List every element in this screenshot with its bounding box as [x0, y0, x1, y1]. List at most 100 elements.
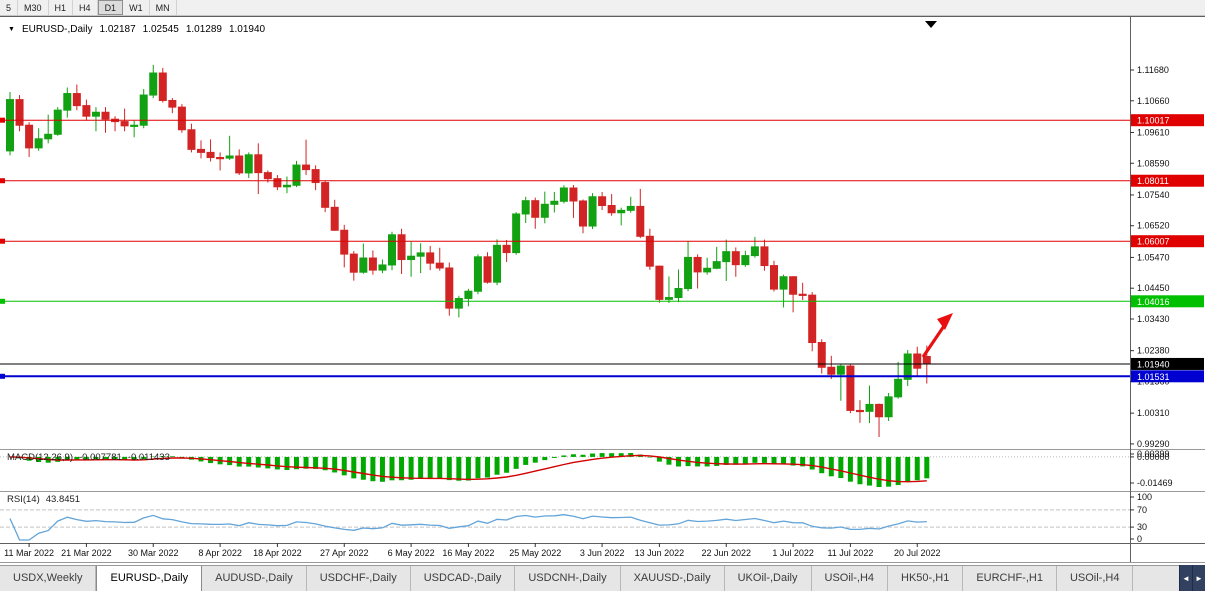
candle-body: [712, 261, 721, 269]
candle-body: [789, 276, 798, 295]
chart-tab-usdcad-daily[interactable]: USDCAD-,Daily: [410, 566, 516, 591]
candle-body: [664, 297, 673, 300]
macd-axis-label: 0.00399: [1137, 449, 1170, 459]
timeframe-m30[interactable]: M30: [18, 0, 49, 15]
candle-body: [855, 409, 864, 413]
price-tag: [1131, 174, 1204, 187]
price-axis-label: 1.06520: [1137, 221, 1170, 231]
chart-tab-usdchf-daily[interactable]: USDCHF-,Daily: [306, 566, 411, 591]
date-axis-label: 16 May 2022: [442, 548, 494, 558]
candle-body: [483, 256, 492, 283]
candle-body: [684, 256, 693, 290]
candle-body: [187, 129, 196, 150]
tab-scroll-right-button[interactable]: ►: [1192, 565, 1205, 591]
candle-body: [607, 205, 616, 214]
candle-body: [397, 234, 406, 261]
price-axis-label: 1.09610: [1137, 127, 1170, 137]
chart-area: 1.11680 1.10660 1.09610 1.08590 1.07540 1.065…: [0, 16, 1205, 565]
candle-body: [72, 93, 81, 107]
candle-body: [464, 290, 473, 299]
candle-body: [416, 252, 425, 257]
macd-signal-line: [9, 454, 927, 483]
chart-tab-hk50-h1[interactable]: HK50-,H1: [888, 566, 964, 591]
chart-canvas[interactable]: 1.11680 1.10660 1.09610 1.08590 1.07540 1.065…: [0, 16, 1205, 565]
line-left-marker: [0, 238, 5, 244]
horizontal-level-line[interactable]: 1.08011: [0, 174, 1204, 187]
timeframe-h4[interactable]: H4: [73, 0, 98, 15]
date-axis-label: 18 Apr 2022: [253, 548, 302, 558]
price-tag-label: 1.04016: [1137, 297, 1170, 307]
timeframe-mn[interactable]: MN: [150, 0, 177, 15]
price-axis-label: 1.00310: [1137, 408, 1170, 418]
candle-body: [158, 72, 167, 101]
timeframe-w1[interactable]: W1: [123, 0, 150, 15]
chart-tab-usoil-h4[interactable]: USOil-,H4: [811, 566, 889, 591]
price-axis-label: 1.10660: [1137, 96, 1170, 106]
candle-body: [770, 265, 778, 290]
trend-arrow-annotation[interactable]: [921, 313, 953, 358]
chart-tab-usdcnh-daily[interactable]: USDCNH-,Daily: [515, 566, 621, 591]
candle-body: [894, 378, 903, 398]
candle-body: [101, 111, 110, 120]
candle-body: [120, 121, 129, 127]
candle-body: [741, 255, 750, 266]
candle-body: [579, 200, 587, 227]
candle-body: [875, 403, 884, 418]
candle-body: [779, 276, 788, 290]
price-tag: [1131, 295, 1204, 308]
candle-body: [817, 342, 826, 368]
price-tag: [1131, 114, 1204, 127]
price-axis-label: 1.04450: [1137, 283, 1170, 293]
candle-body: [588, 196, 597, 227]
horizontal-level-line[interactable]: 1.01531: [0, 370, 1204, 383]
candle-body: [197, 148, 205, 153]
rsi-axis-label: 30: [1137, 522, 1147, 532]
tab-scroll-left-button[interactable]: ◄: [1179, 565, 1192, 591]
candle-body: [340, 229, 349, 255]
chart-tab-xauusd-daily[interactable]: XAUUSD-,Daily: [620, 566, 725, 591]
chart-tab-eurusd-daily[interactable]: EURUSD-,Daily: [96, 566, 203, 591]
candle-body: [750, 246, 759, 257]
date-axis-label: 21 Mar 2022: [61, 548, 112, 558]
line-left-marker: [0, 178, 5, 184]
price-axis-label: 1.08590: [1137, 158, 1170, 168]
horizontal-level-line[interactable]: 1.06007: [0, 235, 1204, 248]
date-axis[interactable]: 11 Mar 2022 21 Mar 2022 30 Mar 2022 8 Apr 2…: [4, 543, 941, 558]
candle-body: [521, 200, 530, 215]
date-axis-label: 30 Mar 2022: [128, 548, 179, 558]
chart-tab-eurchf-h1[interactable]: EURCHF-,H1: [963, 566, 1057, 591]
candle-body: [302, 164, 311, 171]
timeframe-d1[interactable]: D1: [97, 0, 124, 15]
horizontal-level-line[interactable]: 1.04016: [0, 295, 1204, 308]
price-axis-label: 1.11680: [1137, 65, 1169, 75]
timeframe-h1[interactable]: H1: [49, 0, 74, 15]
candle-body: [388, 234, 396, 266]
candle-body: [149, 72, 158, 96]
chart-tab-audusd-daily[interactable]: AUDUSD-,Daily: [202, 566, 307, 591]
candle-body: [454, 297, 463, 309]
candle-body: [473, 256, 482, 292]
line-left-marker: [0, 117, 5, 123]
chart-tab-usoil-h4[interactable]: USOil-,H4: [1056, 566, 1134, 591]
candle-body: [445, 267, 454, 309]
horizontal-level-line[interactable]: 1.10017: [0, 114, 1204, 127]
tab-scroll-arrows: ◄ ►: [1179, 565, 1205, 591]
timeframe-5[interactable]: 5: [0, 0, 19, 15]
candle-body: [130, 124, 139, 127]
candle-body: [53, 109, 62, 135]
candle-body: [846, 365, 855, 411]
rsi-panel: 100 70 30 0: [0, 492, 1152, 544]
rsi-axis-label: 0: [1137, 534, 1142, 544]
candle-body: [34, 138, 43, 149]
candle-body: [235, 155, 244, 174]
date-axis-label: 20 Jul 2022: [894, 548, 941, 558]
candle-body: [540, 203, 549, 218]
candle-body: [655, 265, 664, 300]
current-price-line: 1.01940: [0, 357, 1204, 370]
chart-tab-usdx-weekly[interactable]: USDX,Weekly: [0, 566, 97, 591]
candle-body: [884, 396, 893, 418]
chart-tab-ukoil-daily[interactable]: UKOil-,Daily: [724, 566, 812, 591]
candle-body: [550, 200, 559, 205]
